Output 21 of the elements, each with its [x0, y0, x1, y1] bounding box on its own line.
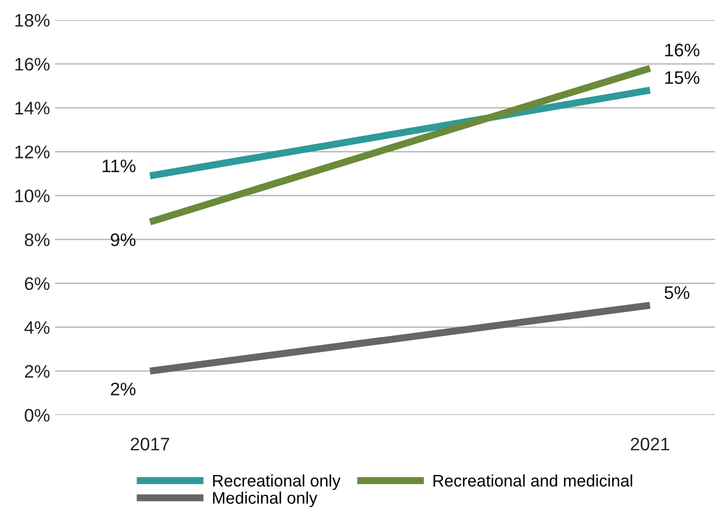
y-tick-label: 10% [15, 189, 50, 202]
y-tick-label: 4% [24, 321, 50, 334]
y-tick-label: 18% [15, 14, 50, 27]
legend-label: Recreational and medicinal [434, 474, 632, 487]
y-tick-label: 8% [24, 233, 50, 246]
data-label: 15% [665, 71, 700, 84]
data-label: 9% [110, 233, 136, 246]
legend-label: Medicinal only [213, 492, 318, 508]
y-tick-label: 2% [24, 365, 50, 378]
x-tick-label: 2021 [630, 438, 670, 450]
legend-label: Recreational only [213, 474, 341, 490]
data-label: 2% [110, 382, 136, 396]
data-label: 5% [664, 286, 690, 300]
y-tick-label: 14% [15, 102, 50, 114]
x-tick-label: 2017 [130, 438, 170, 450]
y-tick-label: 0% [24, 408, 50, 422]
y-tick-label: 16% [15, 58, 50, 71]
data-label: 11% [102, 160, 136, 172]
y-tick-label: 12% [15, 146, 50, 158]
y-tick-label: 6% [24, 277, 50, 290]
data-label: 16% [665, 44, 700, 56]
